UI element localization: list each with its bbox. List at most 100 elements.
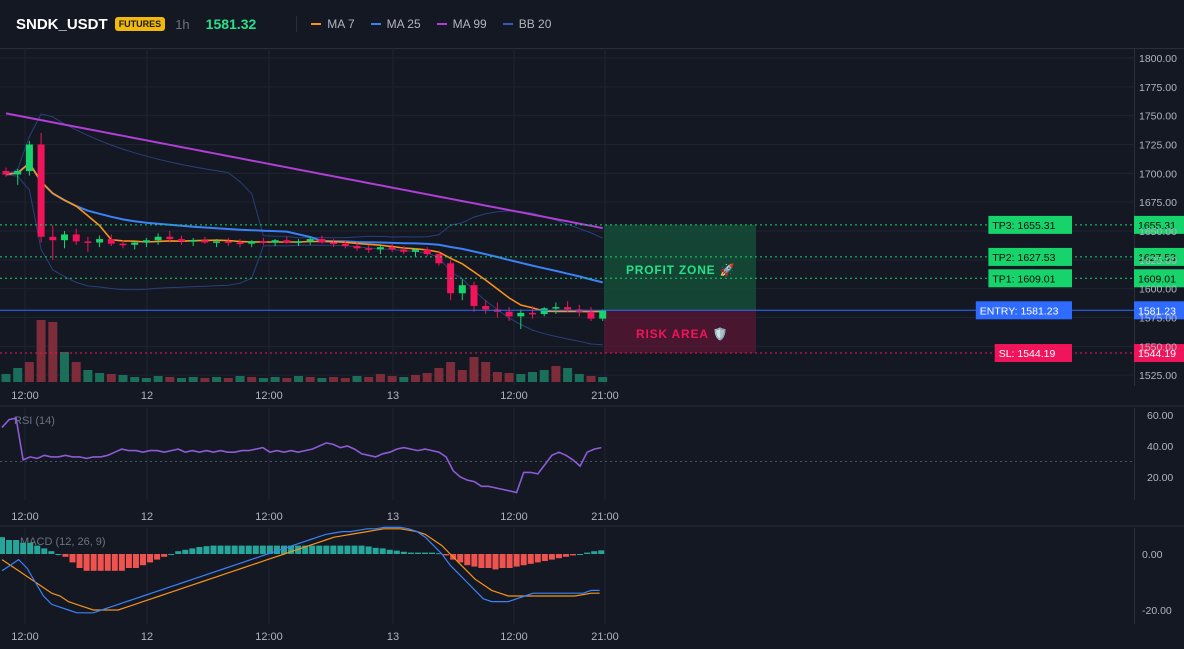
volume-bar [516, 374, 526, 382]
macd-histogram-bar [0, 537, 5, 554]
tp1-axis-value: 1609.01 [1138, 273, 1176, 285]
chart-canvas[interactable]: TP3: 1655.31 1655.31 TP2: 1627.53 1627.53 TP… [0, 48, 1184, 649]
legend-ma7[interactable]: MA 7 [311, 17, 355, 31]
volume-bar [106, 374, 116, 382]
time-axis-label: 21:00 [591, 390, 619, 402]
macd-histogram-bar [492, 554, 499, 570]
profit-zone [604, 224, 756, 311]
price-axis: 1800.00 1775.00 1750.00 1725.00 1700.00 1675.… [1139, 53, 1177, 382]
volume-bar [247, 377, 257, 382]
candle [166, 236, 174, 240]
macd-histogram-bar [182, 549, 189, 554]
macd-histogram-bar [168, 554, 175, 555]
volume-bar [434, 368, 444, 382]
candle [37, 144, 45, 237]
rsi-axis-label: 20.00 [1147, 472, 1173, 484]
macd-histogram-bar [365, 546, 372, 554]
macd-histogram-bar [422, 552, 428, 554]
volume-bar [317, 378, 327, 382]
macd-histogram-bar [358, 545, 365, 554]
volume-bar [411, 375, 420, 382]
macd-histogram-bar [584, 552, 591, 554]
macd-histogram-bar [577, 554, 584, 555]
candle [84, 241, 92, 243]
chart-header: SNDK_USDT FUTURES 1h 1581.32 MA 7 MA 25 … [0, 0, 1184, 48]
rsi-time-axis-label: 12:00 [500, 511, 528, 523]
volume-bar [282, 378, 292, 382]
tp3-tag: TP3: 1655.31 [992, 220, 1055, 232]
volume-bar [258, 378, 268, 382]
volume-bar [305, 377, 315, 382]
macd-histogram-bar [316, 545, 323, 554]
volume-bar [1, 374, 11, 382]
rsi-time-axis-label: 13 [387, 511, 399, 523]
candle [388, 247, 396, 250]
price-axis-label: 1750.00 [1139, 111, 1177, 123]
legend-ma25[interactable]: MA 25 [370, 17, 421, 31]
price-axis-label: 1725.00 [1139, 139, 1177, 151]
price-axis-label: 1675.00 [1139, 197, 1177, 209]
macd-histogram-bar [245, 545, 252, 554]
macd-histogram-bar [534, 554, 541, 563]
volume-bar [71, 362, 81, 382]
macd-histogram-bar [217, 545, 224, 554]
interval-selector[interactable]: 1h [175, 16, 190, 32]
candle [330, 242, 338, 245]
legend-bb20[interactable]: BB 20 [502, 17, 551, 31]
macd-histogram-bar [48, 551, 55, 554]
candle [283, 240, 291, 243]
entry-tag-bg [975, 301, 1072, 320]
candle [107, 239, 115, 244]
macd-time-axis-label: 13 [387, 631, 399, 643]
macd-axis-label: -20.00 [1142, 605, 1172, 617]
candle [119, 243, 127, 246]
candle [201, 240, 209, 243]
candle [236, 242, 244, 245]
risk-area [604, 310, 756, 354]
macd-histogram-bar [238, 545, 245, 554]
macd-histogram-bar [527, 554, 534, 564]
macd-histogram-bar [161, 554, 168, 557]
volume-bar [13, 368, 23, 382]
macd-histogram-bar [154, 554, 161, 560]
tp3-tag-bg [988, 215, 1072, 234]
candle [529, 312, 536, 315]
volume-bar [364, 377, 374, 382]
macd-histogram-bar [513, 554, 520, 567]
macd-time-axis-label: 12:00 [500, 631, 528, 643]
symbol-name[interactable]: SNDK_USDT [16, 15, 108, 33]
volume-bar [586, 376, 596, 382]
macd-histogram-bar [457, 554, 464, 563]
macd-histogram-bar [118, 554, 125, 571]
entry-axis-value: 1581.23 [1138, 305, 1176, 317]
macd-pane: 12:00 12 12:00 13 12:00 21:00 0.00 -20.00 [0, 526, 1172, 643]
macd-histogram-bar [414, 552, 421, 554]
tp2-axis-value: 1627.53 [1138, 252, 1176, 264]
macd-histogram-bar [464, 554, 471, 566]
rsi-time-axis-label: 21:00 [591, 511, 619, 523]
volume-bar [48, 322, 58, 382]
price-axis-label: 1600.00 [1139, 284, 1177, 296]
candle [72, 234, 80, 242]
macd-histogram-bar [34, 545, 41, 554]
time-axis-label: 12 [141, 390, 153, 402]
level-lines: TP3: 1655.31 1655.31 TP2: 1627.53 1627.53 TP… [0, 215, 1184, 363]
macd-histogram-bar [132, 554, 139, 568]
rsi-time-axis-label: 12:00 [255, 511, 283, 523]
sl-tag: SL: 1544.19 [999, 348, 1056, 360]
macd-histogram-bar [69, 554, 76, 563]
volume-bar [551, 366, 561, 382]
macd-axis-label: 0.00 [1142, 549, 1163, 561]
volume-bars [1, 320, 608, 382]
volume-bar [235, 376, 245, 382]
candle [295, 241, 302, 243]
macd-histogram-bar [506, 554, 513, 568]
candle [271, 240, 279, 243]
volume-bar [446, 362, 456, 382]
rsi-axis-label: 40.00 [1147, 441, 1173, 453]
candle [25, 144, 33, 172]
legend-ma99[interactable]: MA 99 [436, 17, 487, 31]
profit-zone-label: PROFIT ZONE 🚀 [626, 263, 736, 277]
volume-bar [422, 373, 432, 382]
rsi-time-axis-label: 12 [141, 511, 153, 523]
